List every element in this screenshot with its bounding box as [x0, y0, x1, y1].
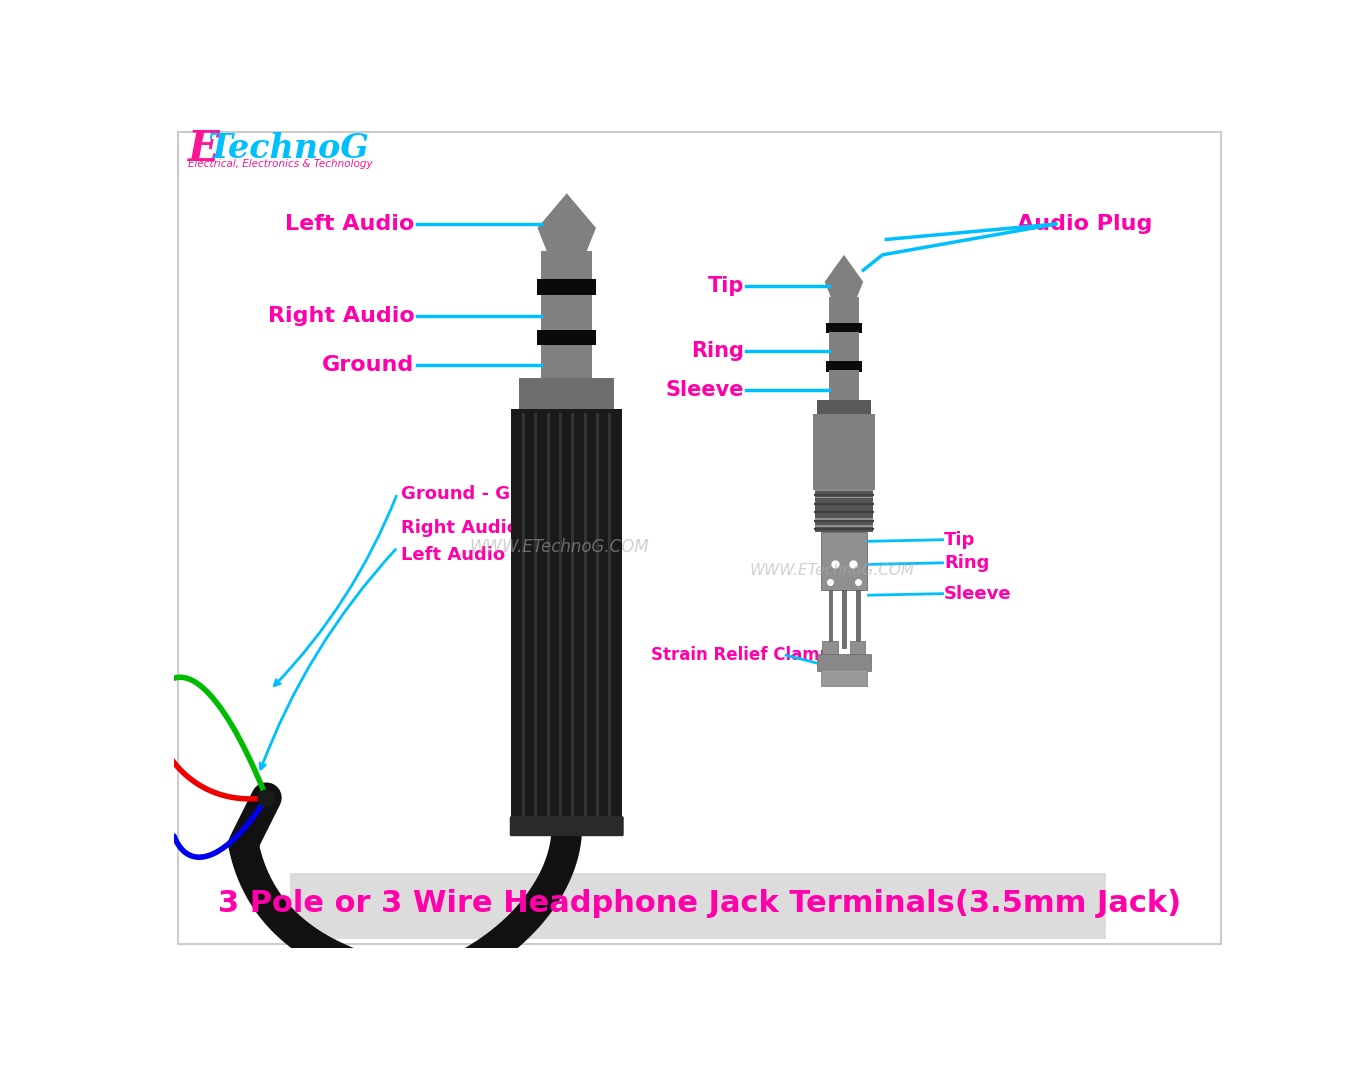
Bar — [820, 532, 867, 590]
Bar — [609, 413, 612, 817]
Bar — [856, 590, 860, 648]
Bar — [815, 512, 874, 518]
Bar — [826, 361, 861, 372]
Text: TechnoG: TechnoG — [207, 132, 370, 165]
Text: Ring: Ring — [691, 341, 744, 361]
Text: Left Audio - Blue: Left Audio - Blue — [401, 546, 571, 564]
Bar — [815, 490, 874, 532]
Bar — [538, 329, 597, 345]
FancyBboxPatch shape — [289, 873, 1106, 938]
Text: Left Audio: Left Audio — [285, 214, 415, 234]
Text: Strain Relief Clamp: Strain Relief Clamp — [651, 646, 831, 665]
Bar — [829, 371, 860, 402]
Bar — [820, 669, 867, 686]
Bar — [815, 506, 874, 511]
Text: Ring: Ring — [945, 554, 990, 572]
FancyBboxPatch shape — [509, 816, 624, 836]
Text: Ground: Ground — [322, 355, 415, 375]
FancyBboxPatch shape — [177, 132, 1222, 944]
Text: Tip: Tip — [945, 530, 976, 548]
Bar — [560, 413, 562, 817]
Bar — [538, 279, 597, 295]
Bar — [815, 498, 874, 504]
Bar — [519, 378, 614, 409]
Bar — [542, 345, 592, 378]
Text: Sleeve: Sleeve — [665, 379, 744, 399]
Text: 3 Pole or 3 Wire Headphone Jack Terminals(3.5mm Jack): 3 Pole or 3 Wire Headphone Jack Terminal… — [217, 889, 1181, 918]
Bar — [829, 332, 860, 363]
Text: Sleeve: Sleeve — [945, 585, 1011, 603]
Bar — [818, 654, 871, 671]
Bar — [815, 491, 874, 496]
Text: E: E — [188, 128, 220, 169]
Polygon shape — [538, 193, 597, 251]
Text: Ground - Green: Ground - Green — [401, 485, 557, 503]
Bar — [535, 413, 538, 817]
Bar — [829, 297, 860, 324]
Bar — [521, 413, 526, 817]
Bar — [547, 413, 550, 817]
Bar — [850, 641, 865, 655]
Text: Right Audio: Right Audio — [268, 307, 415, 327]
Text: WWW.ETechnoG.COM: WWW.ETechnoG.COM — [749, 563, 915, 578]
Bar — [512, 409, 622, 821]
Bar — [542, 295, 592, 340]
Bar — [826, 323, 861, 333]
Text: Tip: Tip — [707, 276, 744, 296]
Bar — [597, 413, 599, 817]
Bar — [842, 590, 846, 648]
Bar — [818, 399, 871, 415]
Bar — [815, 520, 874, 525]
Bar — [814, 414, 875, 490]
Bar — [815, 527, 874, 532]
Text: Audio Plug: Audio Plug — [1017, 214, 1152, 234]
Text: WWW.ETechnoG.COM: WWW.ETechnoG.COM — [470, 539, 648, 556]
Bar — [584, 413, 587, 817]
Text: Electrical, Electronics & Technology: Electrical, Electronics & Technology — [188, 159, 373, 169]
Bar — [829, 590, 833, 648]
Bar — [572, 413, 575, 817]
Bar — [822, 641, 838, 655]
Bar — [542, 251, 592, 290]
Polygon shape — [824, 255, 863, 297]
Text: Right Audio - Red: Right Audio - Red — [401, 520, 577, 537]
